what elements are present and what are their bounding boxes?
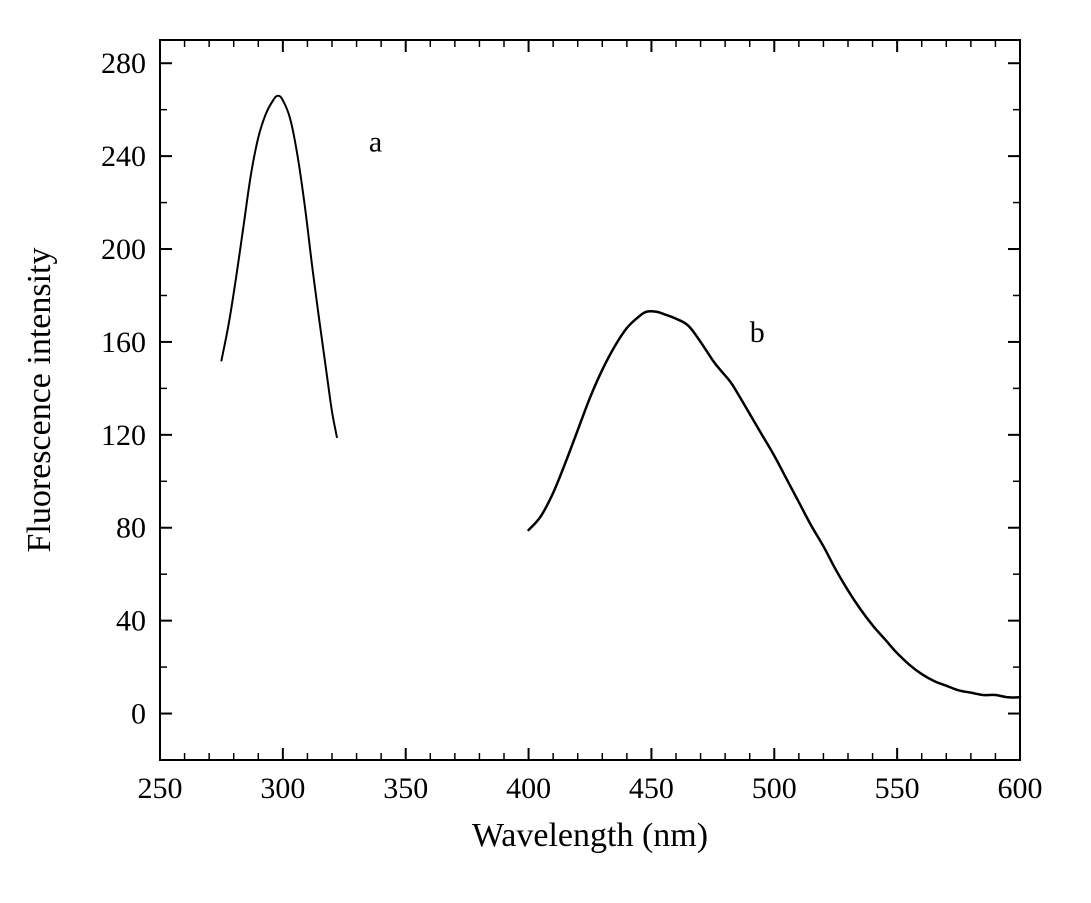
- y-axis-label: Fluorescence intensity: [21, 248, 58, 553]
- y-tick-label: 120: [101, 419, 146, 452]
- y-tick-label: 0: [131, 698, 146, 731]
- series-label-a: a: [369, 125, 382, 158]
- x-tick-label: 600: [998, 772, 1043, 805]
- y-tick-label: 240: [101, 140, 146, 173]
- x-tick-label: 350: [383, 772, 428, 805]
- x-axis-label: Wavelength (nm): [472, 817, 708, 854]
- y-tick-label: 160: [101, 326, 146, 359]
- y-tick-label: 280: [101, 47, 146, 80]
- series-label-b: b: [750, 316, 765, 349]
- y-tick-label: 200: [101, 233, 146, 266]
- x-tick-label: 500: [752, 772, 797, 805]
- x-tick-label: 400: [506, 772, 551, 805]
- x-tick-label: 450: [629, 772, 674, 805]
- fluorescence-chart: 250 300 350 400 450 500 550 600 0 40 80 120 160 200 24…: [0, 0, 1091, 903]
- x-tick-label: 250: [138, 772, 183, 805]
- x-tick-label: 300: [260, 772, 305, 805]
- y-tick-label: 40: [116, 605, 146, 638]
- y-tick-label: 80: [116, 512, 146, 545]
- chart-svg: 250 300 350 400 450 500 550 600 0 40 80 120 160 200 24…: [0, 0, 1091, 903]
- x-tick-label: 550: [875, 772, 920, 805]
